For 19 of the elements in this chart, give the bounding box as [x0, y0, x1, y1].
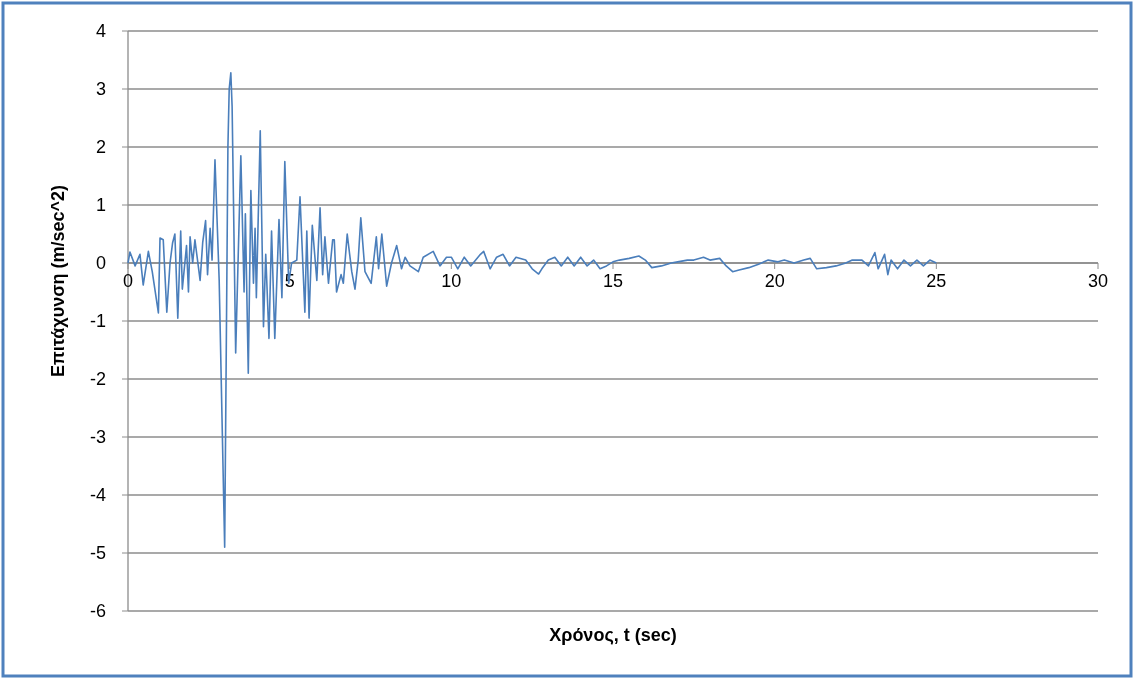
- x-tick-label: 25: [926, 271, 947, 291]
- x-axis-title: Χρόνος, t (sec): [549, 625, 677, 645]
- y-tick-label: 1: [95, 195, 106, 216]
- x-tick-label: 15: [602, 271, 624, 291]
- y-tick-label: -2: [89, 369, 106, 390]
- x-tick-label: 20: [764, 271, 785, 291]
- y-axis-title: Επιτάχυνση (m/sec^2): [48, 184, 68, 378]
- y-tick-label: -3: [89, 427, 106, 448]
- y-tick-label: 3: [95, 79, 106, 100]
- y-tick-label: 2: [95, 137, 106, 158]
- y-tick-label: -5: [89, 543, 106, 564]
- y-tick-label: -1: [89, 311, 106, 332]
- x-tick-label: 10: [441, 271, 462, 291]
- y-tick-label: 4: [95, 21, 106, 42]
- x-tick-label: 0: [122, 271, 134, 291]
- y-tick-label: -6: [89, 601, 106, 622]
- y-tick-label: -4: [89, 485, 106, 506]
- y-tick-label: 0: [95, 253, 106, 274]
- x-tick-label: 30: [1087, 271, 1109, 291]
